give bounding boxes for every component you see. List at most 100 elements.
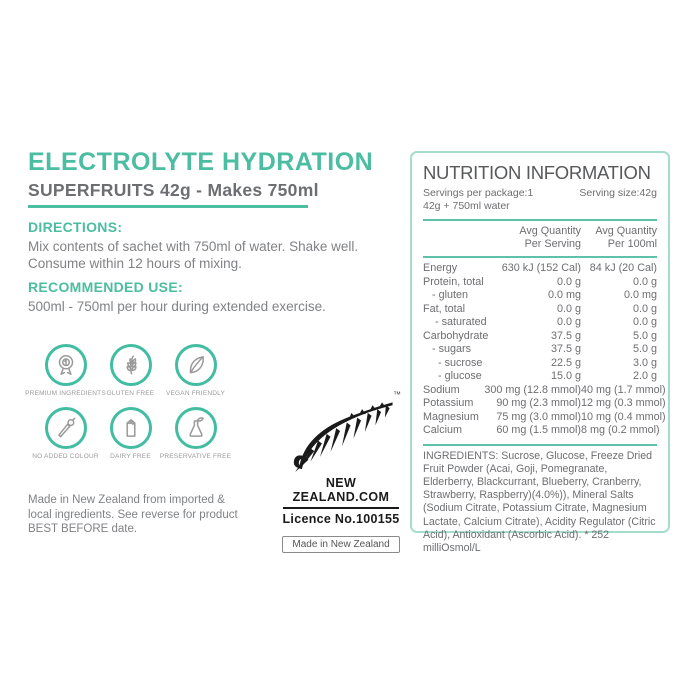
table-divider xyxy=(423,219,657,221)
recommended-use-section: RECOMMENDED USE: 500ml - 750ml per hour … xyxy=(28,279,398,315)
serving-size: Serving size:42g xyxy=(579,187,657,199)
nutrition-table: Energy 630 kJ (152 Cal) 84 kJ (20 Cal) Pro… xyxy=(423,262,666,438)
table-row: Fat, total 0.0 g 0.0 g xyxy=(423,303,657,317)
directions-heading: DIRECTIONS: xyxy=(28,219,123,235)
made-in-nz-box: Made in New Zealand xyxy=(282,536,400,553)
table-row: Sodium 300 mg (12.8 mmol) 40 mg (1.7 mmol) xyxy=(423,383,666,398)
table-row: Potassium 90 mg (2.3 mmol) 12 mg (0.3 mmol… xyxy=(423,397,666,411)
dropper-icon xyxy=(44,407,87,449)
badge-label: DAIRY FREE xyxy=(110,453,151,460)
badge-gluten-free: GLUTEN FREE xyxy=(98,344,163,402)
table-row: Carbohydrate 37.5 g 5.0 g xyxy=(423,330,657,344)
fernmark-licence: Licence No.100155 xyxy=(282,512,400,526)
directions-section: DIRECTIONS: Mix contents of sachet with … xyxy=(28,219,398,272)
product-title: ELECTROLYTE HYDRATION xyxy=(28,148,374,176)
fernmark-divider xyxy=(283,507,399,509)
milk-carton-icon xyxy=(109,407,152,449)
value-per-100ml: 84 kJ (20 Cal) xyxy=(589,262,657,274)
value-per-serving: 37.5 g xyxy=(550,343,581,355)
table-row: Calcium 60 mg (1.5 mmol) 8 mg (0.2 mmol) xyxy=(423,424,660,438)
nutrient-name: - sucrose xyxy=(423,356,483,369)
nutrient-name: Energy xyxy=(423,262,458,274)
value-per-100ml: 8 mg (0.2 mmol) xyxy=(581,424,660,436)
table-row: Protein, total 0.0 g 0.0 g xyxy=(423,276,657,290)
value-per-100ml: 0.0 mg xyxy=(623,289,657,301)
nutrition-panel: NUTRITION INFORMATION Servings per packa… xyxy=(410,151,670,554)
nutrient-name: Potassium xyxy=(423,397,474,409)
value-per-serving: 37.5 g xyxy=(550,329,581,342)
servings-per-package: Servings per package:1 42g + 750ml water xyxy=(423,187,534,212)
value-per-serving: 15.0 g xyxy=(550,370,581,382)
col-header-per-serving: Avg Quantity Per Serving xyxy=(519,225,581,250)
value-per-serving: 90 mg (2.3 mmol) xyxy=(496,397,581,409)
badge-label: PREMIUM INGREDIENTS xyxy=(25,390,106,397)
value-per-100ml: 0.0 g xyxy=(632,302,657,315)
teal-divider xyxy=(28,205,308,208)
badge-label: VEGAN FRIENDLY xyxy=(165,390,226,397)
nutrient-name: Calcium xyxy=(423,424,462,436)
value-per-serving: 75 mg (3.0 mmol) xyxy=(496,410,581,423)
badge-no-added-colour: NO ADDED COLOUR xyxy=(32,407,99,465)
value-per-100ml: 0.0 g xyxy=(632,316,657,328)
value-per-serving: 300 mg (12.8 mmol) xyxy=(484,383,581,396)
directions-body: Mix contents of sachet with 750ml of wat… xyxy=(28,239,359,271)
nutrient-name: - glucose xyxy=(423,370,482,382)
fernmark-brand: NEW ZEALAND.COM xyxy=(292,476,390,504)
nutrient-name: Fat, total xyxy=(423,302,466,315)
silver-fern-icon: ™ xyxy=(281,390,401,474)
medal-icon xyxy=(44,344,87,386)
table-divider xyxy=(423,256,657,258)
recommended-use-body: 500ml - 750ml per hour during extended e… xyxy=(28,299,326,314)
nutrient-name: Carbohydrate xyxy=(423,329,489,342)
flask-icon xyxy=(174,407,217,449)
nutrient-name: Magnesium xyxy=(423,410,479,423)
nutrient-name: Protein, total xyxy=(423,275,484,288)
recommended-use-heading: RECOMMENDED USE: xyxy=(28,279,183,295)
ingredients-text: INGREDIENTS: Sucrose, Glucose, Freeze Dr… xyxy=(423,449,656,554)
value-per-100ml: 5.0 g xyxy=(632,343,657,355)
value-per-100ml: 10 mg (0.4 mmol) xyxy=(581,410,666,423)
badge-vegan-friendly: VEGAN FRIENDLY xyxy=(163,344,228,402)
feature-badges: PREMIUM INGREDIENTS GLUTEN FREE VEGAN FR… xyxy=(25,344,232,465)
badge-premium-ingredients: PREMIUM INGREDIENTS xyxy=(25,344,106,402)
badge-label: NO ADDED COLOUR xyxy=(32,453,99,460)
fernmark-block: ™ NEW ZEALAND.COM Licence No.100155 Made… xyxy=(281,390,401,553)
badge-label: PRESERVATIVE FREE xyxy=(159,453,232,460)
table-row: - saturated 0.0 g 0.0 g xyxy=(423,316,657,330)
badge-dairy-free: DAIRY FREE xyxy=(98,407,163,465)
badge-preservative-free: PRESERVATIVE FREE xyxy=(159,407,232,465)
table-row: Energy 630 kJ (152 Cal) 84 kJ (20 Cal) xyxy=(423,262,657,276)
value-per-serving: 0.0 g xyxy=(556,275,581,288)
col-header-per-100ml: Avg Quantity Per 100ml xyxy=(595,225,657,250)
origin-note: Made in New Zealand from imported & loca… xyxy=(28,494,238,535)
nutrient-name: Sodium xyxy=(423,383,460,396)
table-row: - sugars 37.5 g 5.0 g xyxy=(423,343,657,357)
value-per-serving: 60 mg (1.5 mmol) xyxy=(496,424,581,436)
value-per-serving: 0.0 mg xyxy=(547,289,581,301)
nutrient-name: - saturated xyxy=(423,316,487,328)
product-subtitle: SUPERFRUITS 42g - Makes 750ml xyxy=(28,180,319,200)
value-per-serving: 22.5 g xyxy=(550,356,581,369)
table-row: - glucose 15.0 g 2.0 g xyxy=(423,370,657,384)
servings-row: Servings per package:1 42g + 750ml water… xyxy=(423,187,657,213)
table-row: - sucrose 22.5 g 3.0 g xyxy=(423,357,657,371)
table-row: - gluten 0.0 mg 0.0 mg xyxy=(423,289,657,303)
table-header-row: Avg Quantity Per Serving Avg Quantity Pe… xyxy=(423,225,657,250)
value-per-100ml: 12 mg (0.3 mmol) xyxy=(581,397,666,409)
nutrient-name: - gluten xyxy=(423,289,469,301)
table-divider xyxy=(423,443,657,446)
value-per-serving: 0.0 g xyxy=(556,316,581,328)
wheat-icon xyxy=(109,344,152,386)
trademark-symbol: ™ xyxy=(393,390,401,399)
value-per-100ml: 40 mg (1.7 mmol) xyxy=(581,383,666,396)
value-per-100ml: 3.0 g xyxy=(632,356,657,369)
badge-label: GLUTEN FREE xyxy=(106,390,155,397)
value-per-serving: 0.0 g xyxy=(556,302,581,315)
value-per-serving: 630 kJ (152 Cal) xyxy=(501,262,581,274)
value-per-100ml: 5.0 g xyxy=(632,329,657,342)
table-row: Magnesium 75 mg (3.0 mmol) 10 mg (0.4 mmol… xyxy=(423,410,666,425)
leaf-icon xyxy=(174,344,217,386)
nutrient-name: - sugars xyxy=(423,343,472,355)
value-per-100ml: 0.0 g xyxy=(632,275,657,288)
nutrition-title: NUTRITION INFORMATION xyxy=(423,162,651,183)
